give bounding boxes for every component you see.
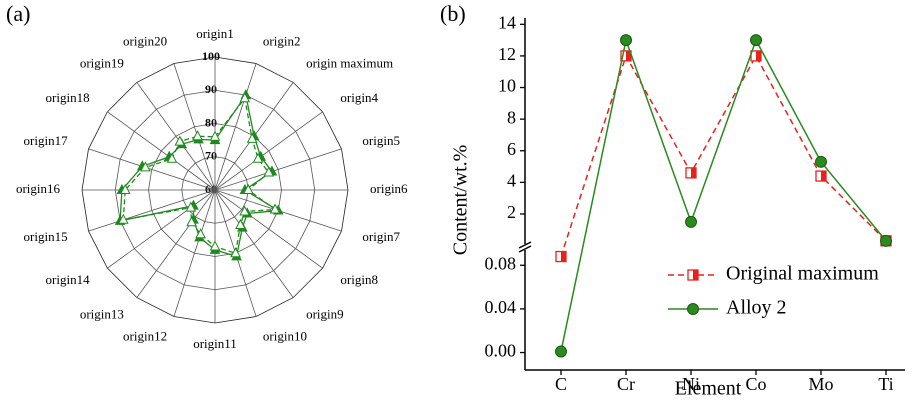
marker-half (756, 50, 761, 61)
r-tick-label: 90 (205, 82, 217, 96)
category-label: origin10 (263, 328, 307, 343)
spoke (214, 63, 257, 191)
marker (195, 228, 206, 239)
category-label: origin9 (306, 306, 344, 321)
x-tick-label: Mo (808, 374, 833, 394)
marker (239, 205, 250, 216)
y-tick-label: 4 (507, 170, 516, 190)
marker (815, 155, 827, 168)
category-label: origin19 (80, 56, 124, 71)
marker (242, 183, 254, 194)
spoke (107, 111, 216, 191)
series-line (560, 54, 887, 257)
marker (555, 345, 567, 358)
panel-label: (a) (6, 1, 30, 26)
category-label: origin17 (24, 133, 69, 148)
marker (119, 183, 131, 194)
marker-half (691, 167, 696, 178)
marker (263, 166, 275, 177)
category-label: origin2 (263, 34, 301, 49)
y-axis-title: Content/wt.% (450, 145, 472, 256)
spoke (136, 189, 216, 298)
marker (166, 152, 178, 163)
marker (880, 234, 892, 247)
r-tick-label: 70 (205, 149, 217, 163)
y-tick-label: 0.00 (485, 341, 517, 361)
panel-label: (b) (440, 1, 466, 26)
marker (239, 92, 251, 103)
y-tick-label: 14 (498, 12, 516, 32)
spoke (136, 82, 216, 191)
category-label: origin maximum (306, 56, 393, 71)
y-tick-label: 10 (498, 76, 516, 96)
category-label: origin20 (123, 34, 167, 49)
marker (685, 215, 697, 228)
y-tick-label: 0.04 (485, 297, 517, 317)
spoke (173, 189, 216, 317)
marker (230, 247, 241, 258)
marker (750, 34, 762, 47)
y-tick-label: 8 (507, 107, 516, 127)
category-label: origin11 (193, 336, 237, 351)
marker (252, 152, 264, 163)
y-tick-label: 0.08 (485, 253, 517, 273)
category-label: origin12 (123, 328, 167, 343)
spoke (88, 148, 216, 191)
series-line (560, 37, 887, 352)
marker (174, 135, 186, 146)
marker (687, 303, 699, 315)
marker-half (626, 50, 631, 61)
spoke (173, 63, 216, 191)
legend-label: Original maximum (726, 263, 879, 285)
spoke (214, 189, 323, 269)
category-label: origin5 (362, 133, 400, 148)
marker (192, 130, 203, 141)
x-tick-label: Ni (682, 374, 700, 394)
category-label: origin15 (24, 229, 68, 244)
legend-label: Alloy 2 (726, 297, 787, 319)
series-line (122, 96, 277, 255)
category-label: origin6 (370, 181, 408, 196)
y-tick-label: 6 (507, 139, 516, 159)
spoke (214, 111, 323, 191)
category-label: origin14 (46, 272, 91, 287)
marker (269, 203, 281, 214)
marker-half (693, 270, 698, 280)
marker (186, 216, 197, 227)
category-label: origin1 (196, 26, 234, 41)
spoke (107, 189, 216, 269)
x-tick-label: Co (745, 374, 766, 394)
r-tick-label: 100 (202, 49, 220, 63)
y-tick-label: 12 (498, 44, 516, 64)
x-tick-label: C (555, 374, 567, 394)
y-tick-label: 2 (507, 202, 516, 222)
category-label: origin7 (362, 229, 400, 244)
marker (209, 130, 221, 141)
category-label: origin4 (340, 90, 378, 105)
category-label: origin13 (80, 306, 124, 321)
marker (117, 213, 129, 224)
axis-break (518, 245, 532, 253)
marker (185, 201, 197, 212)
category-label: origin8 (340, 272, 378, 287)
category-label: origin16 (16, 181, 61, 196)
marker (246, 132, 258, 143)
marker-half (821, 171, 826, 182)
x-tick-label: Ti (878, 374, 893, 394)
axis-break (518, 241, 532, 249)
spoke (214, 189, 294, 298)
x-tick-label: Cr (617, 374, 635, 394)
r-tick-label: 80 (205, 115, 217, 129)
category-label: origin18 (46, 90, 90, 105)
marker-half (561, 251, 566, 262)
x-axis-title: Element (675, 378, 742, 400)
marker (620, 34, 632, 47)
marker (140, 161, 151, 172)
spoke (214, 148, 342, 191)
marker (235, 218, 246, 229)
spoke (88, 189, 216, 232)
marker (209, 240, 221, 251)
